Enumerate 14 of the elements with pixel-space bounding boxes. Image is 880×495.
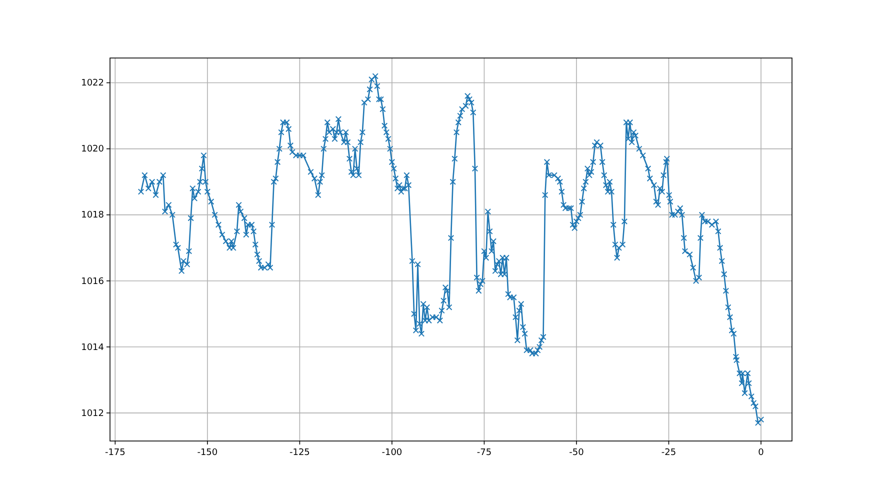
y-tick-label: 1014 [81,342,104,353]
x-tick-label: 0 [758,448,764,458]
y-tick-label: 1022 [81,78,104,89]
x-tick-label: -50 [569,448,584,458]
y-tick-label: 1018 [81,210,104,221]
y-tick-label: 1016 [81,276,104,287]
x-tick-label: -125 [289,448,310,458]
x-tick-label: -25 [661,448,676,458]
x-tick-label: -150 [197,448,218,458]
y-tick-label: 1020 [81,144,104,155]
x-tick-label: -100 [382,448,402,458]
y-tick-label: 1012 [81,408,104,419]
x-tick-label: -175 [104,448,126,458]
x-tick-label: -75 [476,448,492,458]
